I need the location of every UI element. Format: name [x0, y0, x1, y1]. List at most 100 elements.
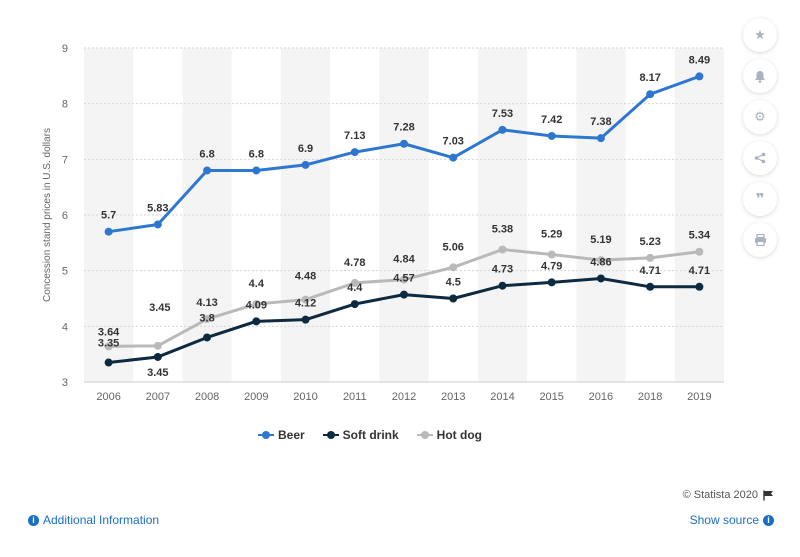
- legend-label-soft-drink: Soft drink: [342, 428, 399, 442]
- data-point-soft-drink: [153, 352, 162, 361]
- statista-credit[interactable]: © Statista 2020: [683, 489, 774, 501]
- data-label-beer: 7.42: [541, 114, 562, 126]
- x-tick-label: 2010: [293, 391, 317, 403]
- share-icon[interactable]: [743, 141, 777, 175]
- additional-information-text: Additional Information: [43, 513, 160, 527]
- gridlines: [84, 47, 724, 383]
- y-tick-label: 3: [62, 377, 68, 389]
- data-label-beer: 6.9: [298, 143, 313, 155]
- data-point-beer: [596, 134, 605, 143]
- data-point-soft-drink: [104, 358, 113, 367]
- data-point-hot-dog: [301, 295, 310, 304]
- y-tick-label: 6: [62, 210, 68, 222]
- data-label-soft-drink: 4.71: [689, 265, 710, 277]
- data-point-beer: [104, 227, 113, 236]
- y-tick-label: 4: [62, 321, 68, 333]
- data-point-soft-drink: [350, 300, 359, 309]
- x-tick-label: 2009: [244, 391, 268, 403]
- legend-swatch-hot-dog: [416, 429, 433, 441]
- data-label-hot-dog: 5.29: [541, 229, 562, 241]
- data-label-beer: 7.03: [443, 136, 464, 148]
- show-source-link[interactable]: Show source i: [690, 513, 774, 527]
- data-label-soft-drink: 4.4: [347, 282, 363, 294]
- data-point-beer: [350, 148, 359, 157]
- data-point-beer: [498, 125, 507, 134]
- data-label-hot-dog: 5.34: [689, 230, 711, 242]
- data-label-soft-drink: 3.8: [199, 312, 214, 324]
- data-point-beer: [449, 153, 458, 162]
- data-label-hot-dog: 4.78: [344, 257, 365, 269]
- line-chart: 3 4 5 6 7 8 9 2006 2007 2008 2009 2010 2011 2012 2013…: [42, 43, 724, 403]
- data-point-soft-drink: [498, 281, 507, 290]
- y-axis-label: Concession stand prices in U.S. dollars: [42, 128, 53, 302]
- y-tick-label: 9: [62, 43, 68, 55]
- x-tick-label: 2015: [539, 391, 563, 403]
- info-icon: i: [763, 514, 774, 526]
- legend-item-hot-dog[interactable]: Hot dog: [416, 428, 482, 442]
- credit-text: © Statista 2020: [682, 489, 758, 501]
- x-tick-label: 2016: [589, 391, 613, 403]
- category-band: [477, 48, 528, 382]
- data-point-hot-dog: [350, 278, 359, 287]
- data-point-soft-drink: [547, 278, 556, 287]
- data-label-beer: 5.83: [147, 202, 168, 214]
- data-label-hot-dog: 5.38: [492, 224, 513, 236]
- data-label-hot-dog: 5.23: [639, 236, 660, 248]
- data-point-soft-drink: [449, 294, 458, 303]
- data-point-soft-drink: [596, 274, 605, 283]
- data-label-beer: 7.13: [344, 130, 365, 142]
- data-label-soft-drink: 3.35: [98, 338, 119, 350]
- y-tick-label: 5: [62, 266, 68, 278]
- gear-icon[interactable]: ⚙: [743, 100, 777, 134]
- data-label-hot-dog: 5.06: [443, 241, 464, 253]
- data-label-beer: 7.53: [492, 108, 513, 120]
- x-tick-label: 2008: [195, 391, 219, 403]
- data-label-beer: 8.49: [689, 54, 710, 66]
- legend-label-beer: Beer: [277, 428, 305, 442]
- legend-item-soft-drink[interactable]: Soft drink: [322, 428, 399, 442]
- data-point-soft-drink: [695, 282, 704, 291]
- additional-information-link[interactable]: i Additional Information: [28, 513, 159, 527]
- data-point-soft-drink: [301, 315, 310, 324]
- data-label-soft-drink: 4.71: [639, 265, 660, 277]
- data-label-beer: 8.17: [639, 72, 660, 84]
- legend-swatch-soft-drink: [322, 429, 339, 441]
- bell-icon[interactable]: [743, 59, 777, 93]
- x-tick-label: 2006: [96, 391, 120, 403]
- quote-icon[interactable]: ❞: [743, 182, 777, 216]
- data-point-hot-dog: [498, 245, 507, 254]
- star-icon[interactable]: ★: [743, 18, 777, 52]
- data-point-soft-drink: [203, 333, 212, 342]
- data-point-hot-dog: [104, 342, 113, 351]
- data-label-hot-dog: 5.19: [590, 234, 611, 246]
- data-label-hot-dog: 4.13: [196, 297, 217, 309]
- data-point-hot-dog: [203, 315, 212, 324]
- data-label-beer: 7.28: [393, 122, 414, 134]
- info-icon: i: [28, 514, 39, 526]
- category-band: [674, 48, 724, 382]
- data-point-hot-dog: [695, 247, 704, 256]
- legend-item-beer[interactable]: Beer: [257, 428, 305, 442]
- data-label-beer: 6.8: [199, 148, 214, 160]
- legend-label-hot-dog: Hot dog: [436, 428, 482, 442]
- data-point-beer: [695, 72, 704, 81]
- data-point-hot-dog: [449, 263, 458, 272]
- data-point-hot-dog: [596, 256, 605, 265]
- data-point-soft-drink: [646, 282, 655, 291]
- data-label-soft-drink: 4.12: [295, 298, 316, 310]
- data-labels: 5.7 5.83 6.8 6.8 6.9 7.13 7.28 7.03 7.53 7.42 7.38…: [98, 54, 711, 379]
- data-label-hot-dog: 4.4: [249, 278, 265, 290]
- data-label-soft-drink: 4.86: [590, 256, 611, 268]
- y-axis-ticks: 3 4 5 6 7 8 9: [62, 43, 68, 389]
- show-source-text: Show source: [689, 513, 759, 527]
- data-label-hot-dog: 3.45: [149, 302, 170, 314]
- x-tick-label: 2011: [343, 391, 367, 403]
- data-label-beer: 7.38: [590, 116, 611, 128]
- data-point-beer: [547, 131, 556, 140]
- series-lines: [104, 72, 704, 367]
- data-label-hot-dog: 4.48: [295, 271, 316, 283]
- x-tick-label: 2007: [146, 391, 170, 403]
- data-point-beer: [203, 166, 212, 175]
- data-label-soft-drink: 4.73: [492, 264, 513, 276]
- print-icon[interactable]: [743, 223, 777, 257]
